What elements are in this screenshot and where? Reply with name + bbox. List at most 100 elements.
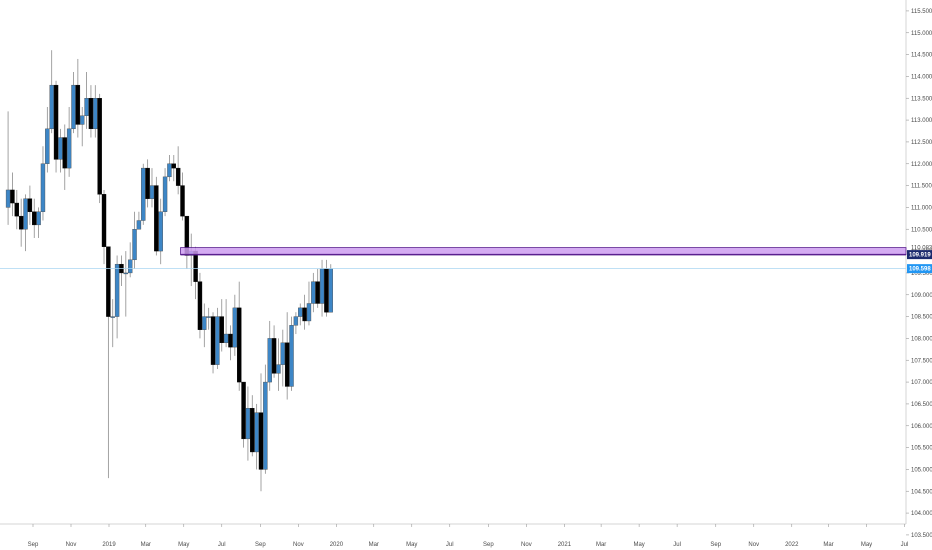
candle [88,85,94,138]
candle-body-down [258,412,264,470]
candle [228,325,233,361]
candle [10,172,15,217]
candle-body-up [289,325,294,387]
candle-body-up [149,185,155,199]
candle [27,185,33,225]
candle-body-up [127,259,133,274]
y-tick-label: 113.500 [911,96,932,102]
candle [328,264,333,313]
y-tick-label: 112.000 [911,162,932,168]
candle-body-down [32,211,37,226]
y-tick-label: 112.500 [911,140,932,146]
y-tick-label: 108.500 [911,315,932,321]
y-tick-label: 109.000 [911,293,932,299]
candle [276,338,281,391]
candle-body-up [5,189,11,208]
x-tick-label: Sep [483,542,494,548]
candle [62,124,67,190]
candle-body-down [101,194,107,247]
candle-body-down [228,333,233,348]
candle-body-down [171,163,176,169]
x-tick-label: May [633,542,644,548]
candle-body-up [293,316,299,326]
candle [271,325,277,378]
candle-body-down [271,338,277,374]
candle-body-down [62,137,67,169]
y-tick-label: 103.500 [911,533,932,539]
x-tick-label: Sep [710,542,721,548]
candle [101,189,107,265]
y-tick-label: 106.000 [911,424,932,430]
x-tick-label: Mar [596,542,606,548]
candle [267,320,272,391]
x-tick-label: 2021 [558,542,572,548]
candle-body-up [267,338,272,383]
x-tick-label: Mar [369,542,379,548]
candle [302,294,307,330]
y-tick-label: 111.500 [911,184,932,190]
candle-body-up [110,316,115,318]
candle [315,268,320,308]
candle-body-down [27,198,33,212]
y-tick-label: 105.500 [911,446,932,452]
y-tick-label: 115.000 [911,31,932,37]
y-tick-label: 110.500 [911,227,932,233]
candle [45,106,50,173]
x-tick-label: Jul [446,542,454,548]
candle [241,381,246,448]
candle-body-down [184,215,190,256]
zone-price-tag-box [907,250,932,260]
candle [123,251,129,317]
candle [40,146,46,221]
candle [141,163,146,225]
candle [14,189,20,230]
candle [66,106,72,177]
candle-body-up [40,163,46,212]
candle-body-down [97,98,102,195]
candle-body-down [106,246,111,317]
candle-body-down [241,381,246,440]
candle [149,168,155,208]
candle [106,246,111,479]
current-price-tag-label: 109.598 [909,267,931,273]
candle [215,307,220,369]
zone-price-tag: 109.919 [907,250,932,260]
x-tick-label: May [406,542,417,548]
candle [136,211,142,230]
candle-body-down [193,250,198,282]
candle [75,58,81,138]
candle [119,255,124,287]
candle [154,176,159,256]
candle-body-up [84,98,89,116]
candle-body-down [75,84,81,125]
candle-body-up [202,316,207,330]
x-tick-label: Nov [293,542,304,548]
y-tick-label: 108.000 [911,336,932,342]
candle [184,215,190,269]
current-price-tag: 109.598 [907,264,932,274]
x-tick-label: Sep [28,542,39,548]
candle [223,299,229,348]
y-tick-label: 113.000 [911,118,932,124]
price-axis[interactable]: 103.500 104.000 104.500 105.000 105.500 106.0… [906,9,932,539]
x-tick-label: May [178,542,189,548]
candle-body-down [236,307,242,383]
candle [280,329,286,387]
resistance-zone-layer [0,247,907,270]
candle [189,233,194,287]
candle-body-up [223,333,229,343]
resistance-zone[interactable] [180,247,907,256]
candle-body-up [311,281,316,304]
candle-body-up [298,307,303,317]
candle [311,272,316,313]
candle [258,373,264,492]
candle-body-up [306,303,312,322]
candle-body-up [123,272,129,275]
x-tick-label: Nov [66,542,77,548]
time-axis[interactable]: Sep Nov 2019 Mar May Jul Sep Nov 2020 Mar May Jul Se… [28,524,909,548]
candle [293,312,299,335]
candle [97,93,102,204]
candle [127,242,133,278]
candle-body-up [136,220,142,230]
candle-body-down [88,98,94,130]
